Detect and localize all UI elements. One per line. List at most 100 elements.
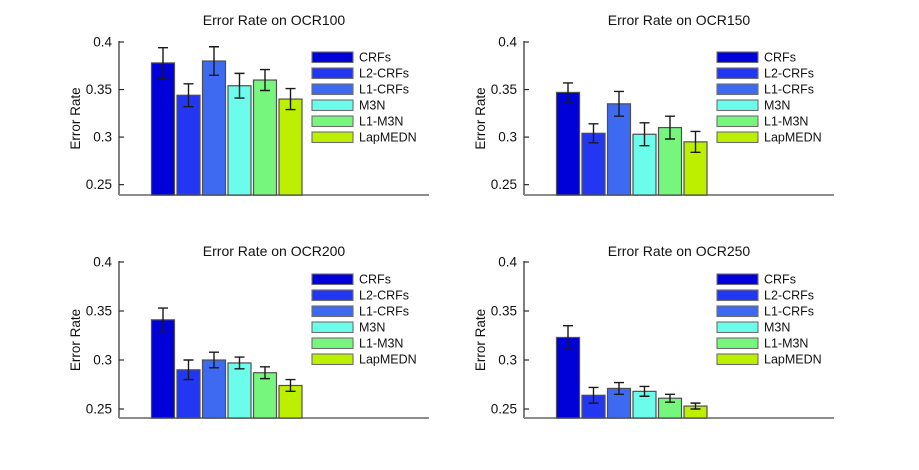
chart-title: Error Rate on OCR250	[607, 243, 750, 259]
y-tick-label: 0.25	[86, 402, 112, 417]
legend-label: L1-M3N	[764, 115, 808, 129]
y-tick-label: 0.4	[498, 35, 517, 50]
chart-ocr150: Error Rate on OCR150 Error Rate 0.25 0.3 0.3…	[473, 12, 834, 196]
legend-label: CRFs	[764, 273, 796, 287]
y-tick-label: 0.3	[93, 353, 112, 368]
legend-label: CRFs	[764, 51, 796, 65]
error-bar	[234, 356, 245, 370]
legend-swatch	[715, 115, 759, 128]
legend-swatch	[311, 67, 354, 80]
error-bar	[158, 307, 168, 333]
error-bar	[588, 123, 598, 144]
legend-swatch	[715, 131, 759, 144]
legend-swatch	[715, 67, 759, 80]
legend-label: LapMEDN	[764, 353, 822, 367]
chart-ocr250: Error Rate on OCR250 Error Rate 0.25 0.3 0.3…	[473, 243, 834, 419]
y-tick-label: 0.35	[490, 304, 516, 319]
chart-title: Error Rate on OCR100	[203, 12, 346, 28]
error-bar	[260, 366, 270, 380]
bar-l1-m3n	[252, 372, 278, 419]
y-tick-label: 0.3	[498, 130, 517, 145]
error-bar	[690, 130, 700, 154]
legend-swatch	[715, 273, 759, 286]
y-tick-label: 0.4	[93, 255, 112, 270]
legend-label: L1-M3N	[359, 115, 403, 129]
legend-swatch	[715, 337, 759, 350]
legend-swatch	[715, 83, 759, 96]
error-bar	[664, 115, 675, 140]
bar-l2-crfs	[176, 94, 201, 196]
legend-swatch	[311, 115, 354, 128]
legend-label: L2-CRFs	[359, 289, 409, 303]
legend-swatch	[311, 131, 354, 144]
chart-ocr200: Error Rate on OCR200 Error Rate 0.25 0.3 0.3…	[68, 243, 429, 419]
y-tick-label: 0.3	[93, 130, 112, 145]
legend-label: M3N	[764, 99, 790, 113]
legend-swatch	[311, 83, 354, 96]
legend-label: CRFs	[359, 273, 391, 287]
error-bar	[158, 47, 168, 79]
error-bar	[613, 381, 624, 395]
legend-label: LapMEDN	[359, 353, 417, 367]
legend-swatch	[715, 353, 759, 366]
legend-label: L1-CRFs	[359, 83, 409, 97]
error-bar	[588, 386, 598, 404]
y-tick-label: 0.25	[86, 177, 112, 192]
chart-title: Error Rate on OCR150	[607, 12, 750, 28]
error-bar	[285, 87, 296, 111]
legend-label: L2-CRFs	[764, 67, 814, 81]
legend-label: M3N	[359, 99, 385, 113]
legend-label: M3N	[764, 321, 790, 335]
error-bar	[562, 82, 573, 103]
y-tick-label: 0.25	[490, 177, 516, 192]
error-bar	[690, 402, 700, 410]
bar-l1-crfs	[201, 60, 227, 196]
y-axis-label: Error Rate	[68, 309, 83, 371]
error-bar	[664, 393, 675, 403]
legend-label: L1-CRFs	[764, 305, 814, 319]
y-axis-label: Error Rate	[473, 87, 488, 149]
y-axis-label: Error Rate	[68, 87, 83, 149]
legend-swatch	[311, 321, 354, 334]
error-bar	[562, 325, 573, 350]
bar-l1-m3n	[252, 79, 278, 196]
legend-swatch	[715, 99, 759, 112]
bar-m3n	[227, 85, 252, 196]
error-bar	[285, 378, 296, 393]
legend-label: LapMEDN	[764, 131, 822, 145]
legend-swatch	[715, 321, 759, 334]
y-tick-label: 0.25	[490, 402, 516, 417]
error-bar	[209, 46, 219, 76]
legend-label: L2-CRFs	[764, 289, 814, 303]
legend-swatch	[715, 289, 759, 302]
legend-label: CRFs	[359, 51, 391, 65]
legend-label: LapMEDN	[359, 131, 417, 145]
bar-crfs	[555, 91, 580, 196]
bar-l1-crfs	[606, 103, 631, 196]
legend-swatch	[311, 353, 354, 366]
legend-swatch	[311, 305, 354, 318]
y-axis-label: Error Rate	[473, 309, 488, 371]
bar-crfs	[150, 62, 176, 196]
chart-ocr100: Error Rate on OCR100 Error Rate 0.25 0.3 0.3…	[68, 12, 429, 196]
legend-swatch	[715, 51, 759, 64]
legend-swatch	[715, 305, 759, 318]
error-bar	[639, 122, 649, 147]
legend-swatch	[311, 273, 354, 286]
y-tick-label: 0.35	[490, 82, 516, 97]
bar-m3n	[227, 362, 252, 419]
y-tick-label: 0.35	[86, 304, 112, 319]
legend-swatch	[311, 337, 354, 350]
legend-label: L1-M3N	[359, 337, 403, 351]
bar-crfs	[150, 319, 176, 419]
error-bar	[639, 385, 649, 397]
error-bar	[209, 351, 219, 369]
legend-label: L1-CRFs	[764, 83, 814, 97]
legend-label: L2-CRFs	[359, 67, 409, 81]
y-tick-label: 0.4	[498, 255, 517, 270]
error-bar	[260, 68, 270, 92]
legend-swatch	[311, 99, 354, 112]
legend-label: M3N	[359, 321, 385, 335]
legend-label: L1-M3N	[764, 337, 808, 351]
